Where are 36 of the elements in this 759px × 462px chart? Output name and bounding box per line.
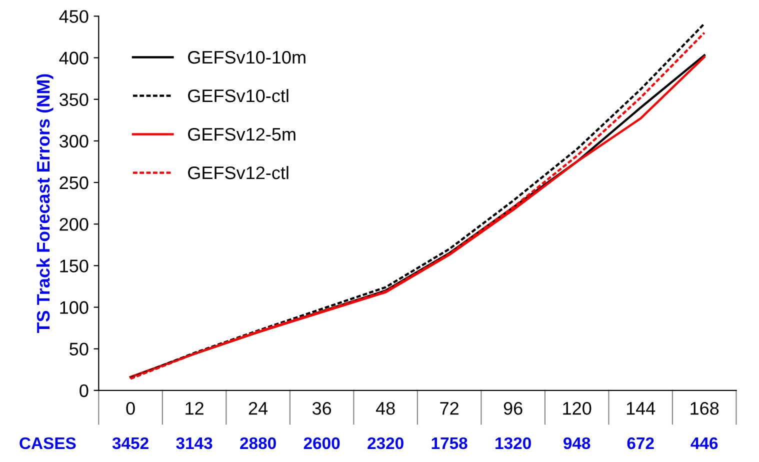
text: 1758: [432, 437, 468, 450]
x-tick-label: 120: [563, 402, 592, 415]
y-tick-label: 450: [59, 10, 88, 23]
y-tick-label: 400: [59, 52, 88, 64]
text: CASES: [20, 437, 76, 450]
y-tick-label: 50: [70, 342, 88, 356]
text: 3452: [112, 437, 148, 450]
text: 672: [627, 437, 654, 450]
x-tick-label: 96: [504, 402, 522, 415]
text: 2880: [240, 437, 276, 450]
x-tick-label: 72: [440, 402, 458, 415]
legend-label: GEFSv10-ctl: [188, 88, 288, 102]
legend-label: GEFSv12-ctl: [188, 166, 288, 180]
y-tick-label: 100: [60, 301, 88, 314]
x-tick-label: 24: [248, 402, 268, 415]
y-tick-label: 350: [60, 93, 88, 106]
text: 948: [564, 437, 590, 450]
text: 1320: [496, 437, 531, 450]
y-tick-label: 0: [80, 384, 88, 398]
y-tick-label: 150: [60, 260, 88, 272]
legend-label: GEFSv12-5m: [188, 128, 296, 141]
x-tick-label: 12: [186, 402, 204, 415]
y-tick-label: 250: [60, 176, 88, 190]
x-tick-label: 0: [126, 402, 135, 415]
text: 3143: [176, 437, 212, 450]
x-tick-label: 168: [690, 402, 719, 415]
y-axis-title: TS Track Forecast Errors (NM): [36, 74, 54, 334]
x-tick-label: 36: [312, 402, 332, 415]
text: 2600: [304, 437, 340, 450]
y-tick-label: 200: [60, 218, 88, 231]
x-tick-label: 144: [626, 402, 656, 415]
x-tick-label: 48: [376, 402, 395, 415]
legend-label: GEFSv10-10m: [188, 50, 306, 64]
text: 446: [690, 437, 718, 450]
text: 2320: [368, 437, 404, 450]
y-tick-label: 300: [60, 134, 88, 148]
